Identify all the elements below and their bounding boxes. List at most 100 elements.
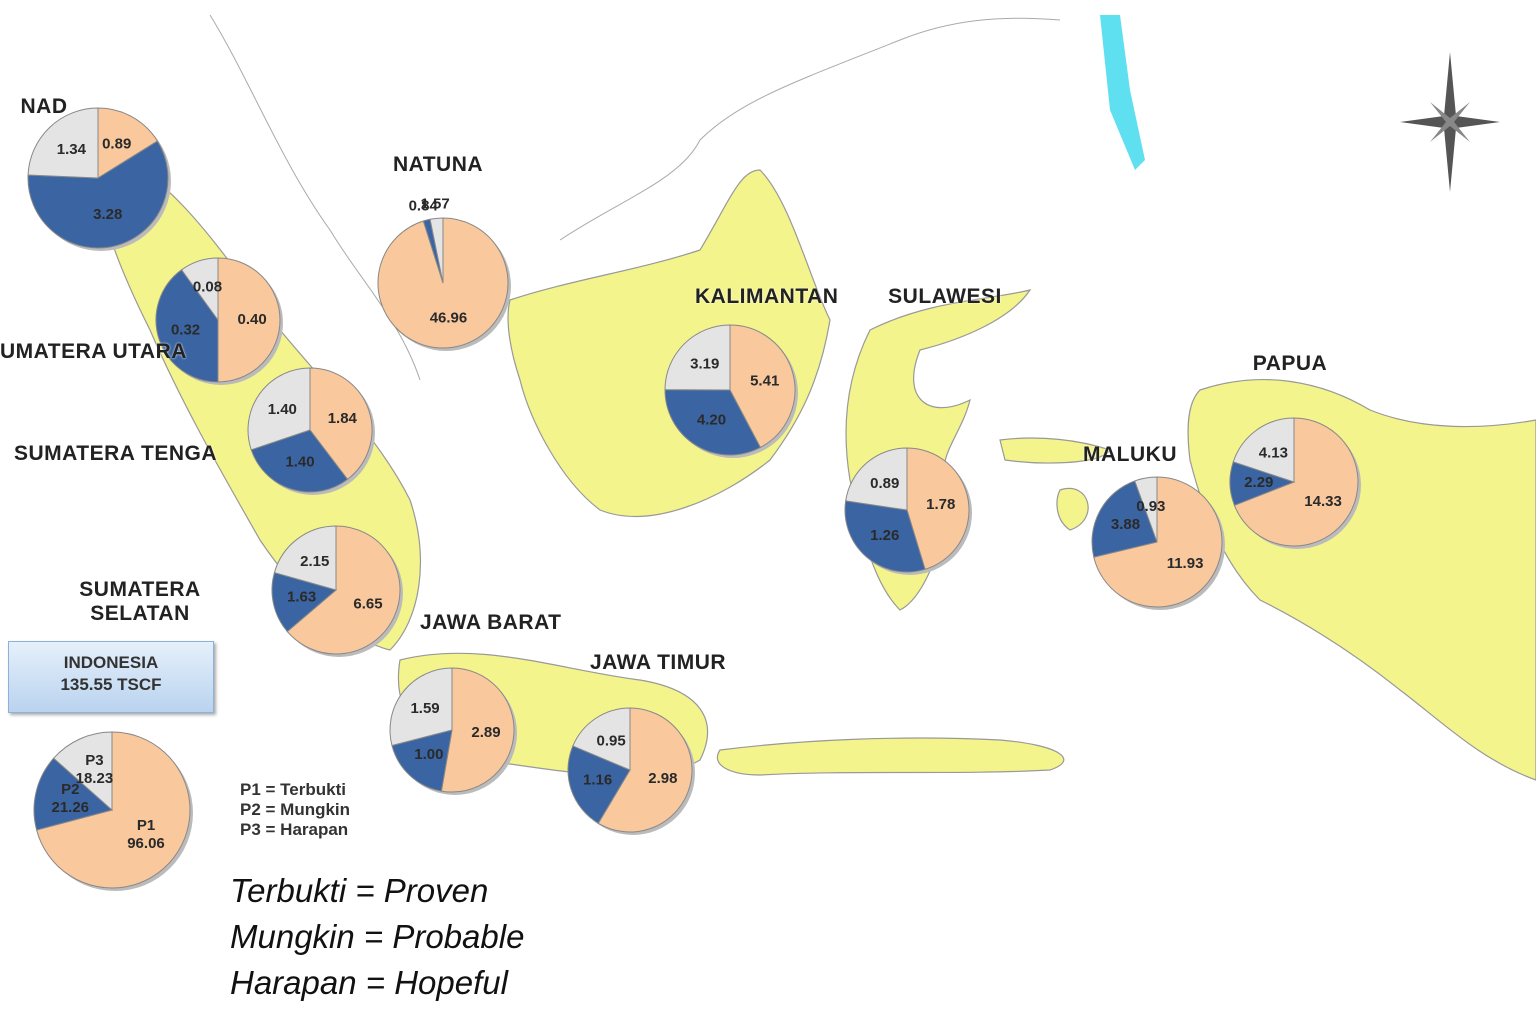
pie-slice xyxy=(273,525,337,591)
pie-slice xyxy=(664,324,731,391)
region-label: UMATERA UTARA xyxy=(0,340,187,363)
legend: P1 = Terbukti P2 = Mungkin P3 = Harapan xyxy=(240,780,350,840)
slice-label: 1.40 xyxy=(285,454,314,471)
slice-label: 6.65 xyxy=(353,596,382,613)
slice-label: 0.89 xyxy=(102,135,131,152)
slice-label: 1.84 xyxy=(328,410,358,427)
pie: 0.89 3.28 1.34 xyxy=(27,107,171,251)
slice-label: 0.40 xyxy=(237,311,266,328)
pie-slice xyxy=(155,269,219,383)
region-label: MALUKU xyxy=(1083,443,1177,466)
summary-total: 135.55 TSCF xyxy=(60,675,162,694)
pie-slice xyxy=(1091,480,1158,558)
slice-label: 2.15 xyxy=(300,553,329,570)
slice-category: P2 xyxy=(61,781,79,798)
pie: 5.41 4.20 3.19 xyxy=(664,324,798,458)
slice-label: 14.33 xyxy=(1304,493,1342,510)
slice-label: 0.84 xyxy=(409,197,439,214)
pie: 2.89 1.00 1.59 xyxy=(389,667,517,795)
pie-slice xyxy=(664,389,762,456)
region-label: SUMATERA SELATAN xyxy=(79,578,201,625)
pie-slice xyxy=(845,447,908,511)
pie: 11.93 3.880.93 xyxy=(1091,476,1225,610)
pie-slice xyxy=(391,729,453,792)
slice-label: 3.28 xyxy=(93,206,122,223)
slice-label: 11.93 xyxy=(1167,555,1204,572)
pie-slice xyxy=(97,107,159,179)
pie-slice xyxy=(247,367,311,451)
legend-entry: P2 = Mungkin xyxy=(240,800,351,819)
pie-slice xyxy=(729,324,796,449)
pie-slice xyxy=(1232,417,1295,483)
pie-slice xyxy=(440,667,515,793)
slice-label: 1.00 xyxy=(414,746,443,763)
slice-label: 0.08 xyxy=(193,279,222,296)
summary-box: INDONESIA 135.55 TSCF xyxy=(8,641,214,713)
slice-label: 1.34 xyxy=(57,141,87,158)
pie-slice xyxy=(309,367,373,481)
translations: Terbukti = Proven Mungkin = Probable Har… xyxy=(230,868,524,1006)
slice-label: 1.59 xyxy=(410,700,439,717)
slice-label: 0.32 xyxy=(171,322,200,339)
slice-label: 3.19 xyxy=(690,356,719,373)
pie-slice xyxy=(180,257,219,322)
slice-label: 1.16 xyxy=(583,772,612,789)
slice-label: 4.13 xyxy=(1259,444,1288,461)
pie-slice xyxy=(1134,476,1158,543)
slice-label: 0.89 xyxy=(870,475,899,492)
compass xyxy=(1400,52,1500,192)
slice-label: 5.41 xyxy=(750,372,779,389)
pie-slice xyxy=(36,731,191,889)
region-label: PAPUA xyxy=(1252,352,1328,375)
pie-slice xyxy=(1233,417,1359,547)
pie-slice xyxy=(567,745,631,824)
summary-name: INDONESIA xyxy=(63,653,159,672)
pie-slice xyxy=(906,447,970,570)
pie: 6.65 1.63 2.15 xyxy=(271,525,403,657)
pie-slice xyxy=(572,707,631,771)
slice-label: 0.95 xyxy=(597,733,626,750)
pie: 1.84 1.40 1.40 xyxy=(247,367,375,495)
region-label: KALIMANTAN xyxy=(695,285,839,308)
pie-slice xyxy=(217,257,281,383)
pie-slice xyxy=(33,757,114,831)
slice-label: 1.78 xyxy=(926,496,955,513)
pie-slice xyxy=(389,667,453,747)
pie-slice xyxy=(597,707,693,833)
pie-slice xyxy=(27,140,169,249)
slice-label: 21.26 xyxy=(51,799,89,816)
pie-slice xyxy=(52,731,113,812)
pie: 46.96 0.841.57 xyxy=(377,195,511,351)
pie: 1.78 1.26 0.89 xyxy=(844,447,972,575)
pie: 14.33 2.29 4.13 xyxy=(1229,417,1361,549)
region-label: JAWA TIMUR xyxy=(590,651,727,674)
slice-label: 3.88 xyxy=(1111,516,1140,533)
translation: Harapan = Hopeful xyxy=(230,964,508,1001)
pie-slice xyxy=(429,217,444,284)
slice-label: 0.93 xyxy=(1136,498,1165,515)
slice-label: 1.57 xyxy=(421,195,450,212)
slice-label: 4.20 xyxy=(697,412,726,429)
region-label: JAWA BARAT xyxy=(420,611,562,634)
pie-slice xyxy=(250,429,349,493)
slice-label: 18.23 xyxy=(76,770,114,787)
sea-strip xyxy=(1100,15,1145,170)
legend-entry: P3 = Harapan xyxy=(240,820,349,839)
translation: Mungkin = Probable xyxy=(230,918,525,955)
slice-label: 2.89 xyxy=(471,724,500,741)
pie-slice xyxy=(286,525,401,655)
region-label: SUMATERA TENGA xyxy=(14,442,217,465)
slice-label: 46.96 xyxy=(430,309,468,326)
slice-label: 2.29 xyxy=(1244,474,1273,491)
pie-slice xyxy=(271,571,338,633)
legend-entry: P1 = Terbukti xyxy=(240,780,346,799)
slice-category: P1 xyxy=(137,817,155,834)
slice-label: 1.63 xyxy=(287,588,316,605)
pie: 2.98 1.16 0.95 xyxy=(567,707,695,835)
slice-label: 1.40 xyxy=(268,401,297,418)
region-label: NATUNA xyxy=(392,153,484,176)
pie-slice xyxy=(27,107,99,179)
